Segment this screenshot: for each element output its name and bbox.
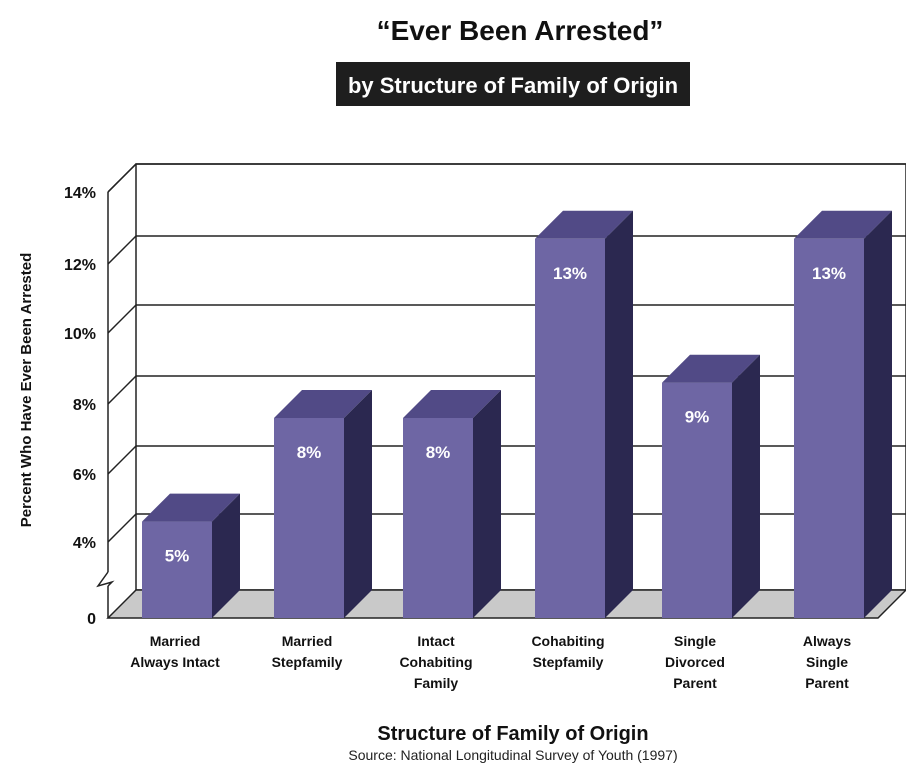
- bar: [142, 521, 212, 618]
- bar-top: [274, 390, 372, 418]
- x-tick-label: Single: [806, 654, 848, 670]
- x-tick-label: Always Intact: [130, 654, 220, 670]
- y-axis-label: Percent Who Have Ever Been Arrested: [18, 253, 35, 528]
- y-tick-label: 14%: [64, 185, 96, 202]
- x-tick-label: Intact: [417, 633, 455, 649]
- x-tick-label: Married: [282, 633, 333, 649]
- x-tick-label: Married: [150, 633, 201, 649]
- x-tick-label: Divorced: [665, 654, 725, 670]
- side-gridline: [107, 304, 137, 334]
- chart-subtitle: by Structure of Family of Origin: [348, 73, 678, 98]
- data-label: 8%: [297, 443, 322, 462]
- bar-side: [864, 210, 892, 619]
- plot-area: 0 4% 6% 8% 10% 12% 14% 5% Married Always Intact 8%…: [64, 163, 906, 691]
- y-tick-label: 4%: [73, 535, 96, 552]
- y-tick-label: 0: [87, 611, 96, 628]
- x-tick-label: Stepfamily: [533, 654, 604, 670]
- side-gridline: [107, 513, 137, 543]
- bar: [794, 238, 864, 619]
- bar-side: [212, 493, 240, 618]
- y-tick-label: 10%: [64, 326, 96, 343]
- side-gridline: [107, 375, 137, 405]
- x-tick-label: Single: [674, 633, 716, 649]
- y-tick-label: 8%: [73, 397, 96, 414]
- x-tick-label: Parent: [673, 675, 717, 691]
- bar: [274, 418, 344, 618]
- subtitle-box: [336, 62, 690, 106]
- bar-side: [344, 390, 372, 618]
- axis-break: [96, 571, 115, 588]
- data-label: 8%: [426, 443, 451, 462]
- bar-top: [403, 390, 501, 418]
- bar: [535, 238, 605, 619]
- back-wall: [135, 163, 906, 591]
- bar-top: [535, 210, 633, 239]
- chart-title: “Ever Been Arrested”: [377, 15, 664, 46]
- x-tick-label: Cohabiting: [399, 654, 472, 670]
- bar-side: [473, 390, 501, 618]
- data-label: 13%: [553, 264, 587, 283]
- bar-side: [732, 354, 760, 618]
- side-gridline: [107, 445, 137, 475]
- data-label: 5%: [165, 547, 190, 566]
- x-tick-label: Family: [414, 675, 459, 691]
- x-tick-label: Cohabiting: [531, 633, 604, 649]
- x-tick-label: Always: [803, 633, 851, 649]
- y-tick-label: 12%: [64, 257, 96, 274]
- bar-top: [794, 210, 892, 239]
- data-label: 9%: [685, 408, 710, 427]
- y-tick-label: 6%: [73, 467, 96, 484]
- bar-side: [605, 210, 633, 619]
- bar: [403, 418, 473, 618]
- bar: [662, 382, 732, 618]
- bar-top: [142, 493, 240, 522]
- source-note: Source: National Longitudinal Survey of …: [348, 747, 677, 763]
- x-axis-label: Structure of Family of Origin: [377, 723, 648, 745]
- side-gridline: [107, 235, 137, 265]
- data-label: 13%: [812, 264, 846, 283]
- side-edge: [107, 163, 137, 193]
- bar-top: [662, 354, 760, 383]
- x-tick-label: Parent: [805, 675, 849, 691]
- x-tick-label: Stepfamily: [272, 654, 343, 670]
